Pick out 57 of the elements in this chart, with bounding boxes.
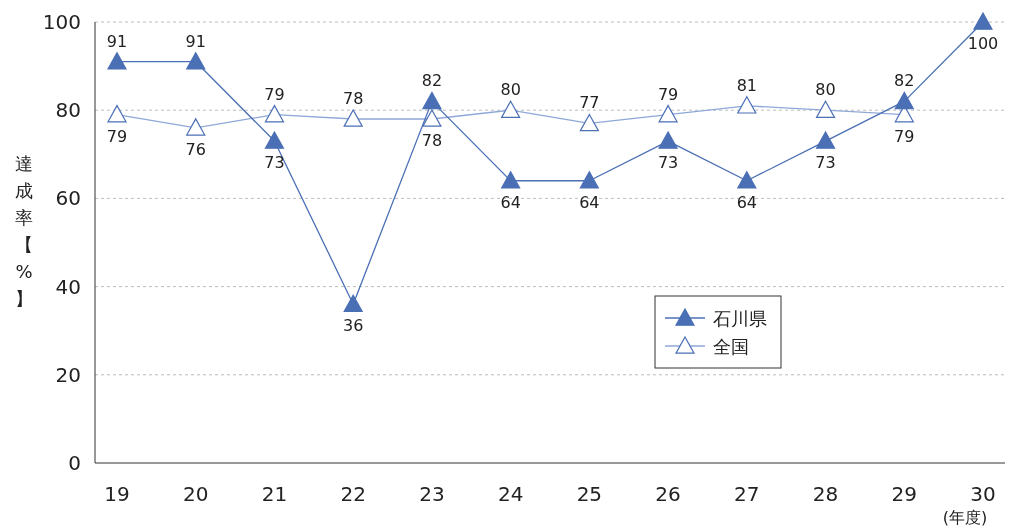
- data-label: 76: [185, 139, 206, 159]
- x-axis-title: (年度): [942, 508, 988, 527]
- x-tick-label: 23: [419, 482, 445, 506]
- point: [264, 131, 285, 149]
- data-label: 64: [579, 192, 600, 212]
- data-label: 91: [185, 31, 206, 51]
- y-tick-label: 20: [55, 362, 81, 387]
- x-tick-label: 30: [970, 482, 996, 506]
- y-tick-label: 60: [55, 186, 81, 211]
- x-tick-label: 28: [812, 482, 839, 506]
- point: [894, 91, 914, 110]
- point: [186, 52, 206, 70]
- y-tick-label: 80: [55, 98, 81, 123]
- point: [815, 131, 836, 149]
- point: [422, 91, 442, 110]
- point: [501, 171, 521, 189]
- data-label: 77: [579, 93, 600, 113]
- x-tick-label: 26: [655, 482, 681, 506]
- data-label: 80: [815, 80, 836, 100]
- legend-label: 石川県: [713, 308, 767, 329]
- data-label: 82: [894, 71, 915, 91]
- x-tick-label: 24: [497, 482, 524, 506]
- y-tick-label: 40: [55, 274, 81, 299]
- point: [107, 52, 127, 70]
- x-tick-label: 27: [734, 482, 760, 506]
- legend-label: 全国: [713, 336, 749, 357]
- x-tick-label: 25: [576, 482, 603, 506]
- data-label: 78: [343, 89, 364, 109]
- data-label: 64: [736, 192, 757, 212]
- data-label: 79: [264, 84, 285, 104]
- point: [737, 171, 757, 189]
- data-label: 79: [106, 126, 128, 146]
- point: [973, 12, 993, 30]
- y-tick-label: 0: [68, 451, 81, 475]
- point: [579, 171, 599, 189]
- x-tick-label: 21: [261, 482, 288, 506]
- data-label: 100: [967, 34, 999, 53]
- data-label: 79: [894, 126, 915, 146]
- data-label: 73: [815, 153, 836, 173]
- data-label: 79: [657, 84, 679, 104]
- data-label: 73: [264, 153, 285, 173]
- point: [658, 131, 678, 149]
- data-label: 80: [500, 80, 521, 100]
- data-label: 64: [500, 192, 521, 212]
- x-tick-label: 22: [340, 482, 366, 506]
- x-tick-label: 19: [104, 482, 130, 506]
- x-tick-label: 20: [183, 482, 209, 506]
- point: [343, 294, 363, 313]
- y-tick-label: 100: [42, 10, 81, 34]
- data-label: 81: [736, 75, 757, 95]
- data-label: 78: [421, 131, 443, 151]
- data-label: 36: [343, 316, 364, 336]
- data-label: 91: [106, 31, 128, 51]
- data-label: 73: [657, 153, 679, 173]
- y-axis-title: 達成率【%】: [15, 153, 33, 309]
- x-tick-label: 29: [891, 482, 917, 506]
- data-label: 82: [421, 71, 443, 91]
